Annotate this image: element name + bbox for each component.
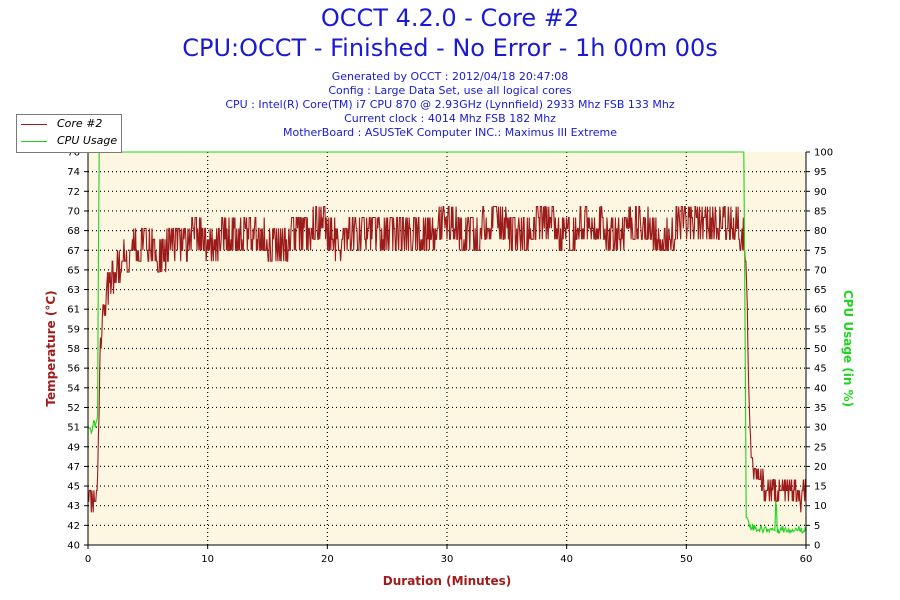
y-tick-label: 72 <box>67 187 80 198</box>
info-generated: Generated by OCCT : 2012/04/18 20:47:08 <box>331 70 569 83</box>
y2-tick-label: 85 <box>814 206 827 217</box>
y-tick-label: 49 <box>67 442 80 453</box>
y-tick-label: 74 <box>67 167 80 178</box>
y-tick-label: 47 <box>67 462 80 473</box>
legend-swatch-cpu-usage <box>21 141 47 142</box>
y2-tick-label: 65 <box>814 285 827 296</box>
info-cpu: CPU : Intel(R) Core(TM) i7 CPU 870 @ 2.9… <box>225 98 675 111</box>
y-tick-label: 63 <box>67 285 80 296</box>
legend-label-cpu-usage: CPU Usage <box>57 134 118 147</box>
y-tick-label: 70 <box>67 206 80 217</box>
y-tick-label: 56 <box>67 364 80 375</box>
y-tick-label: 67 <box>67 246 80 257</box>
y2-tick-label: 20 <box>814 462 827 473</box>
y-tick-label: 40 <box>67 541 80 552</box>
y-tick-label: 76 <box>67 148 80 159</box>
series-core2-line <box>88 206 806 513</box>
y-axis-title-left: Temperature (°C) <box>44 290 58 406</box>
y-tick-label: 65 <box>67 265 80 276</box>
y-tick-label: 58 <box>67 344 80 355</box>
y2-tick-label: 15 <box>814 482 827 493</box>
x-tick-label: 30 <box>441 554 454 565</box>
info-motherboard: MotherBoard : ASUSTeK Computer INC.: Max… <box>283 126 617 139</box>
y-tick-label: 54 <box>67 383 80 394</box>
y-tick-label: 59 <box>67 324 80 335</box>
y2-tick-label: 45 <box>814 364 827 375</box>
y2-tick-label: 50 <box>814 344 827 355</box>
y2-tick-label: 0 <box>814 541 820 552</box>
y-axis-title-right: CPU Usage (in %) <box>841 290 855 407</box>
x-tick-label: 20 <box>321 554 334 565</box>
y-tick-label: 68 <box>67 226 80 237</box>
legend-swatch-core2 <box>21 124 47 125</box>
y2-tick-label: 80 <box>814 226 827 237</box>
y-tick-label: 51 <box>67 423 80 434</box>
x-axis-title: Duration (Minutes) <box>383 574 511 588</box>
y2-tick-label: 55 <box>814 324 827 335</box>
y-tick-label: 43 <box>67 501 80 512</box>
x-tick-label: 10 <box>201 554 214 565</box>
y-tick-label: 42 <box>67 521 80 532</box>
y-tick-label: 61 <box>67 305 80 316</box>
series-cpu-usage-line <box>87 151 807 535</box>
y2-tick-label: 70 <box>814 265 827 276</box>
x-tick-label: 50 <box>680 554 693 565</box>
legend-item-cpu-usage: CPU Usage <box>21 133 119 149</box>
chart-legend: Core #2 CPU Usage <box>16 114 122 153</box>
info-current-clock: Current clock : 4014 Mhz FSB 182 Mhz <box>344 112 556 125</box>
x-tick-label: 60 <box>800 554 813 565</box>
y2-tick-label: 100 <box>814 148 833 159</box>
legend-label-core2: Core #2 <box>57 117 103 130</box>
info-config: Config : Large Data Set, use all logical… <box>328 84 572 97</box>
chart-subtitle: CPU:OCCT - Finished - No Error - 1h 00m … <box>182 34 718 62</box>
y2-tick-label: 40 <box>814 383 827 394</box>
y2-tick-label: 10 <box>814 501 827 512</box>
y2-tick-label: 5 <box>814 521 820 532</box>
y2-tick-label: 95 <box>814 167 827 178</box>
x-tick-label: 0 <box>85 554 91 565</box>
chart-title: OCCT 4.2.0 - Core #2 <box>320 4 580 32</box>
y2-tick-label: 75 <box>814 246 827 257</box>
y2-tick-label: 30 <box>814 423 827 434</box>
y-tick-label: 45 <box>67 482 80 493</box>
legend-item-core2: Core #2 <box>21 116 119 132</box>
y2-tick-label: 35 <box>814 403 827 414</box>
x-tick-label: 40 <box>560 554 573 565</box>
y2-tick-label: 25 <box>814 442 827 453</box>
y-tick-label: 52 <box>67 403 80 414</box>
y2-tick-label: 90 <box>814 187 827 198</box>
y2-tick-label: 60 <box>814 305 827 316</box>
